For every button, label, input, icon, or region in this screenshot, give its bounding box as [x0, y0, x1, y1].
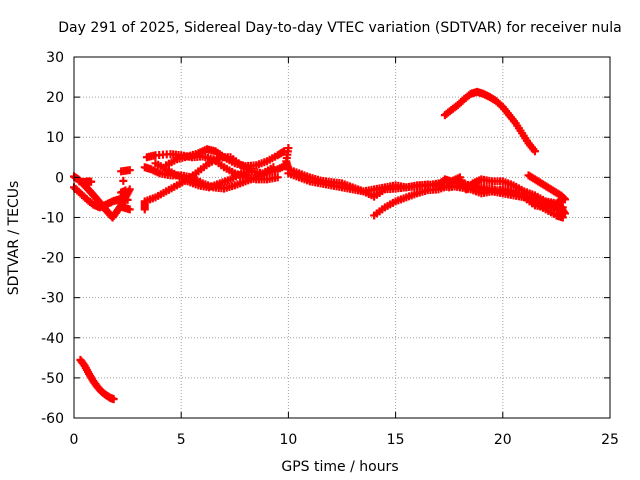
series-track-o: [440, 87, 539, 156]
data-point-marker: [121, 186, 130, 195]
series-track-e: [117, 166, 134, 214]
y-tick-label: -50: [41, 371, 64, 387]
axis-ticks: 0 5 10 15 20 25 30 20 10 0 -10 -20 -30 -40 -50 -60: [41, 50, 619, 448]
data-point-marker: [273, 173, 282, 182]
data-point-marker: [269, 163, 278, 172]
data-point-marker: [560, 195, 569, 204]
x-tick-label: 25: [601, 432, 619, 448]
data-point-marker: [109, 395, 118, 404]
y-tick-label: -60: [41, 411, 64, 427]
data-point-marker: [530, 147, 539, 156]
series-track-j: [151, 159, 256, 192]
x-tick-label: 20: [494, 432, 512, 448]
data-point-marker: [87, 177, 96, 186]
series-track-c: [76, 355, 118, 404]
data-point-marker: [560, 209, 569, 218]
data-point-marker: [247, 167, 256, 176]
series-track-q: [537, 197, 569, 218]
x-tick-label: 15: [387, 432, 405, 448]
y-tick-label: -40: [41, 331, 64, 347]
x-tick-label: 5: [177, 432, 186, 448]
y-tick-label: -10: [41, 210, 64, 226]
data-point-marker: [119, 176, 128, 185]
data-point-marker: [125, 205, 134, 214]
plot-frame: [73, 56, 611, 419]
x-tick-label: 0: [70, 432, 79, 448]
x-axis-label: GPS time / hours: [281, 459, 398, 475]
y-tick-label: -30: [41, 291, 64, 307]
data-series-group: [70, 87, 569, 404]
data-point-marker: [123, 195, 132, 204]
data-point-marker: [125, 166, 134, 175]
y-tick-label: 10: [46, 130, 64, 146]
series-track-p: [524, 171, 569, 204]
y-tick-label: 30: [46, 50, 64, 66]
y-tick-label: 0: [55, 170, 64, 186]
x-tick-label: 10: [279, 432, 297, 448]
y-tick-label: -20: [41, 251, 64, 267]
grid-lines: [74, 57, 610, 418]
series-track-d: [75, 177, 96, 187]
series-track-k: [282, 144, 567, 216]
chart-title: Day 291 of 2025, Sidereal Day-to-day VTE…: [58, 20, 621, 36]
y-axis-label: SDTVAR / TECUs: [6, 181, 22, 296]
y-tick-label: 20: [46, 90, 64, 106]
